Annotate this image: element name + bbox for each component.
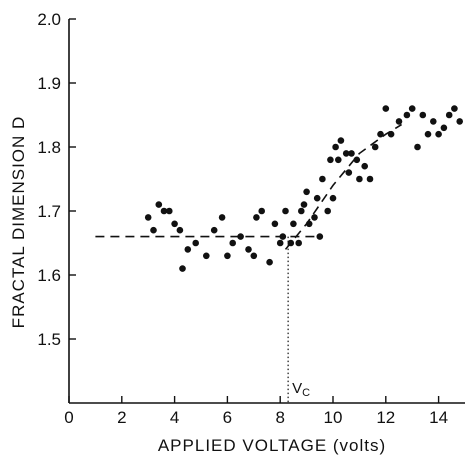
- data-point: [295, 239, 303, 247]
- data-point: [313, 194, 321, 202]
- data-point: [356, 175, 363, 183]
- data-point: [203, 252, 210, 260]
- data-point: [218, 214, 226, 221]
- data-point: [258, 207, 266, 215]
- data-point: [237, 233, 244, 240]
- x-tick-label: 12: [376, 408, 395, 427]
- data-point: [387, 130, 395, 138]
- data-points: [144, 105, 464, 272]
- data-point: [451, 105, 458, 112]
- data-point: [445, 111, 453, 119]
- data-point: [419, 111, 427, 119]
- data-point: [155, 201, 163, 208]
- data-point: [282, 207, 289, 215]
- data-point: [403, 111, 411, 119]
- data-point: [440, 124, 448, 132]
- data-point: [348, 150, 355, 157]
- data-point: [279, 233, 287, 240]
- x-tick-label: 6: [223, 408, 232, 427]
- x-tick-label: 8: [275, 408, 284, 427]
- data-point: [192, 239, 199, 247]
- fit-line: [284, 123, 403, 250]
- data-point: [290, 220, 297, 228]
- data-point: [319, 175, 326, 183]
- y-tick-label: 2.0: [37, 10, 61, 29]
- x-tick-label: 10: [324, 408, 343, 427]
- data-point: [171, 220, 178, 228]
- data-point: [353, 156, 361, 164]
- data-point: [253, 214, 260, 221]
- y-tick-label: 1.8: [37, 138, 61, 157]
- data-point: [179, 265, 186, 272]
- x-tick-label: 14: [429, 408, 448, 427]
- data-point: [144, 214, 152, 221]
- data-point: [395, 118, 403, 125]
- y-tick-label: 1.9: [37, 74, 61, 93]
- data-point: [345, 169, 353, 176]
- data-point: [287, 239, 295, 247]
- data-point: [176, 226, 184, 234]
- axes: 0 2 4 6 8 10 12 14 1.5 1.6 1.7 1.8 1.9 2.0: [37, 10, 465, 427]
- data-point: [332, 143, 339, 151]
- data-point: [382, 105, 390, 112]
- data-point: [371, 143, 379, 151]
- data-point: [342, 150, 350, 157]
- data-point: [245, 246, 252, 253]
- data-point: [324, 207, 332, 215]
- x-tick-label: 4: [170, 408, 179, 427]
- data-point: [335, 156, 342, 164]
- data-point: [303, 188, 310, 196]
- data-point: [329, 194, 337, 202]
- y-axis-title: FRACTAL DIMENSION D: [9, 116, 28, 329]
- data-point: [327, 156, 334, 164]
- data-point: [166, 207, 173, 215]
- x-tick-label: 2: [117, 408, 126, 427]
- data-point: [229, 239, 236, 247]
- data-point: [210, 226, 218, 234]
- data-point: [424, 130, 432, 138]
- data-point: [305, 220, 313, 228]
- data-point: [311, 214, 318, 221]
- y-tick-label: 1.7: [37, 202, 61, 221]
- data-point: [435, 130, 442, 138]
- x-tick-label: 0: [64, 408, 73, 427]
- y-tick-label: 1.5: [37, 330, 61, 349]
- data-point: [150, 226, 157, 234]
- data-point: [430, 118, 437, 125]
- data-point: [276, 239, 284, 247]
- data-point: [316, 233, 324, 240]
- data-point: [160, 207, 168, 215]
- data-point: [300, 201, 308, 208]
- data-point: [361, 162, 369, 170]
- data-point: [408, 105, 416, 112]
- annotations: VC: [287, 236, 310, 403]
- data-point: [266, 258, 273, 266]
- vc-label: VC: [292, 380, 310, 399]
- data-point: [337, 137, 345, 144]
- data-point: [298, 207, 305, 215]
- data-point: [456, 118, 464, 125]
- data-point: [377, 130, 384, 138]
- data-point: [250, 252, 258, 260]
- data-point: [224, 252, 231, 260]
- fit-lines: [95, 123, 403, 250]
- data-point: [184, 246, 192, 253]
- data-point: [271, 220, 279, 228]
- y-tick-label: 1.6: [37, 266, 61, 285]
- x-axis-title: APPLIED VOLTAGE (volts): [158, 436, 386, 455]
- data-point: [366, 175, 374, 183]
- data-point: [414, 143, 421, 151]
